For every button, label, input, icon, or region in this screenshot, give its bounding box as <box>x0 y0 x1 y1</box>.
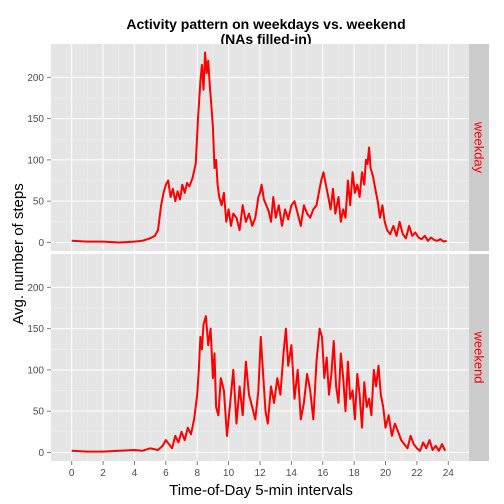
chart-title-line-2: (NAs filled-in) <box>221 31 312 47</box>
y-tick-label: 50 <box>33 197 45 208</box>
x-tick-label: 22 <box>411 468 423 479</box>
y-tick-label: 150 <box>27 114 44 125</box>
y-tick-label: 100 <box>27 155 44 166</box>
facet-panels: 0 50 100 150 200 weekday 0 50 100 150 200 weekend <box>27 44 489 461</box>
y-tick-label: 200 <box>27 73 44 84</box>
x-tick-label: 24 <box>443 468 455 479</box>
x-tick-label: 16 <box>317 468 329 479</box>
series-line-weekday <box>71 51 447 244</box>
x-tick-label: 8 <box>194 468 200 479</box>
y-tick-label: 0 <box>38 238 44 249</box>
panel-weekend: 0 50 100 150 200 weekend <box>27 254 489 461</box>
y-tick-label: 200 <box>27 283 44 294</box>
x-tick-label: 20 <box>380 468 392 479</box>
y-tick-label: 0 <box>38 448 44 459</box>
x-tick-label: 12 <box>254 468 266 479</box>
x-tick-label: 18 <box>349 468 361 479</box>
x-tick-label: 10 <box>223 468 235 479</box>
x-tick-label: 14 <box>286 468 298 479</box>
x-tick-label: 6 <box>163 468 169 479</box>
x-axis-title: Time-of-Day 5-min intervals <box>169 482 353 499</box>
y-tick-label: 150 <box>27 324 44 335</box>
x-tick-label: 0 <box>69 468 75 479</box>
x-axis: 0 2 4 6 8 10 12 14 16 18 20 22 24 <box>69 461 454 479</box>
y-tick-label: 50 <box>33 407 45 418</box>
facet-strip <box>469 44 489 251</box>
facet-strip <box>469 254 489 461</box>
facet-strip-label: weekday <box>472 121 487 174</box>
facet-strip-label: weekend <box>472 330 487 383</box>
chart-title-line-1: Activity pattern on weekdays vs. weekend <box>126 16 405 32</box>
panel-weekday: 0 50 100 150 200 weekday <box>27 44 489 251</box>
y-tick-label: 100 <box>27 365 44 376</box>
y-axis-title: Avg. number of steps <box>10 183 27 324</box>
x-tick-label: 2 <box>100 468 106 479</box>
series-line-weekend <box>71 315 447 453</box>
x-tick-label: 4 <box>132 468 138 479</box>
chart-title: Activity pattern on weekdays vs. weekend… <box>126 16 405 47</box>
